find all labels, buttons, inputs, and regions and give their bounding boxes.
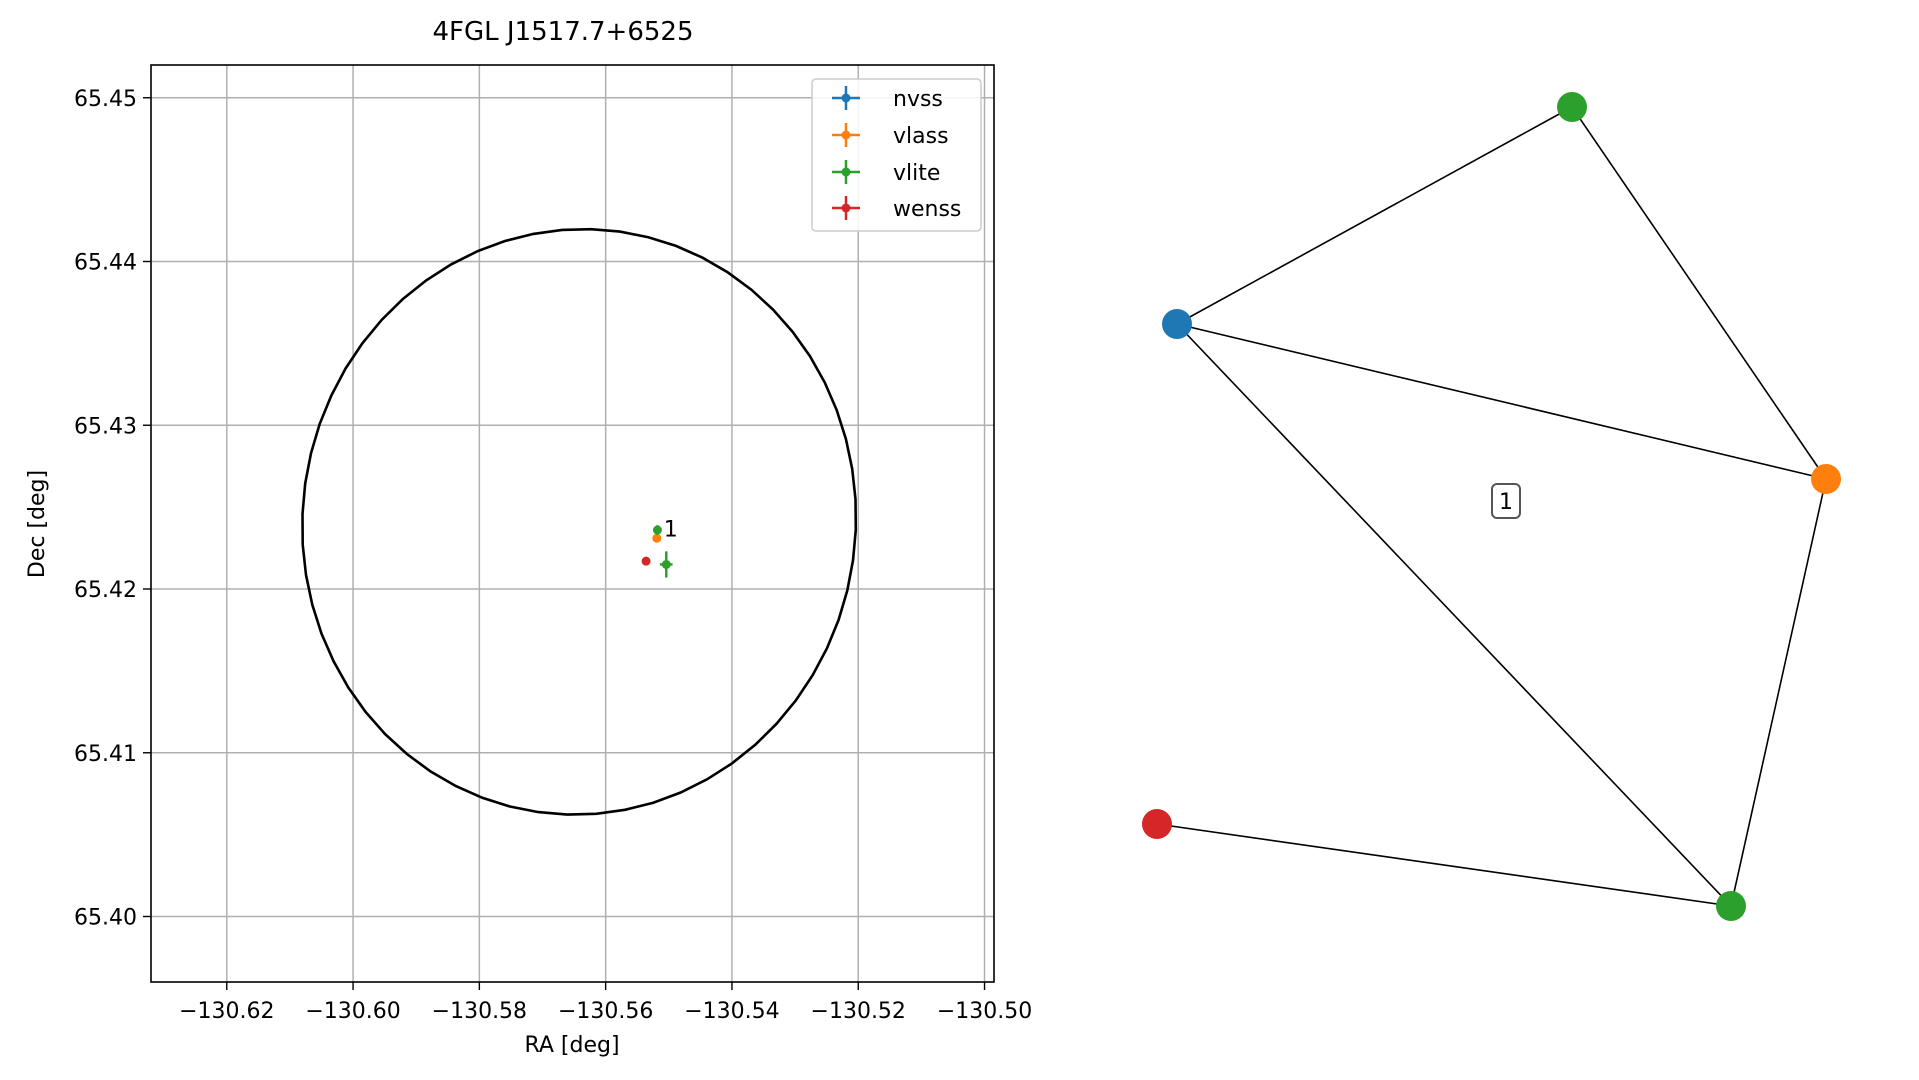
y-tick-label: 65.40 bbox=[74, 906, 137, 931]
graph-edges bbox=[1156, 106, 1827, 907]
legend-item-vlite: vlite bbox=[832, 160, 940, 186]
legend-label: wenss bbox=[893, 197, 961, 222]
x-tick-label: −130.56 bbox=[558, 999, 653, 1024]
data-markers bbox=[641, 525, 673, 578]
x-axis-label: RA [deg] bbox=[524, 1033, 619, 1058]
y-tick-label: 65.44 bbox=[74, 251, 137, 276]
y-tick-label: 65.42 bbox=[74, 578, 137, 603]
y-tick-label: 65.45 bbox=[74, 87, 137, 112]
graph-node bbox=[1716, 891, 1746, 921]
localization-ellipse bbox=[301, 227, 858, 816]
sky-plot: 4FGL J1517.7+6525 1 −130.62 −130.60 −130.5… bbox=[25, 17, 1032, 1058]
y-tick-label: 65.43 bbox=[74, 414, 137, 439]
x-tick-label: −130.58 bbox=[432, 999, 527, 1024]
x-axis-ticks: −130.62 −130.60 −130.58 −130.56 −130.54 −130.… bbox=[179, 982, 1032, 1024]
legend-label: vlite bbox=[893, 161, 940, 186]
point-annotation: 1 bbox=[664, 517, 678, 542]
cluster-label: 1 bbox=[1491, 483, 1521, 519]
x-tick-label: −130.50 bbox=[937, 999, 1032, 1024]
x-tick-label: −130.62 bbox=[179, 999, 274, 1024]
graph-node bbox=[1811, 464, 1841, 494]
data-point-vlite bbox=[659, 551, 673, 578]
x-tick-label: −130.52 bbox=[811, 999, 906, 1024]
legend: nvss vlass vlite wenss bbox=[811, 78, 982, 232]
legend-box bbox=[811, 78, 982, 232]
legend-label: nvss bbox=[893, 87, 943, 112]
legend-label: vlass bbox=[893, 124, 949, 149]
legend-item-nvss: nvss bbox=[832, 86, 943, 112]
graph-nodes bbox=[1142, 92, 1841, 921]
data-point-vlass bbox=[652, 533, 662, 543]
chart-title: 4FGL J1517.7+6525 bbox=[433, 17, 694, 47]
graph-edge bbox=[1571, 106, 1827, 480]
data-point-wenss bbox=[641, 556, 651, 566]
graph-edge bbox=[1156, 823, 1732, 907]
graph-edge bbox=[1176, 323, 1827, 480]
graph-node bbox=[1142, 809, 1172, 839]
y-tick-label: 65.41 bbox=[74, 742, 137, 767]
graph-edge bbox=[1176, 323, 1732, 907]
plot-frame bbox=[150, 64, 995, 983]
legend-item-vlass: vlass bbox=[832, 123, 949, 149]
x-tick-label: −130.60 bbox=[305, 999, 400, 1024]
graph-node bbox=[1557, 92, 1587, 122]
graph-edge bbox=[1730, 478, 1827, 907]
legend-item-wenss: wenss bbox=[832, 196, 961, 222]
data-point-vlite bbox=[652, 525, 662, 535]
cluster-label-text: 1 bbox=[1499, 490, 1513, 515]
graph-node bbox=[1162, 309, 1192, 339]
y-axis-ticks: 65.40 65.41 65.42 65.43 65.44 65.45 bbox=[74, 87, 151, 931]
association-graph: 1 bbox=[1142, 92, 1841, 921]
graph-edge bbox=[1176, 106, 1573, 325]
y-axis-label: Dec [deg] bbox=[25, 470, 50, 578]
x-tick-label: −130.54 bbox=[684, 999, 779, 1024]
